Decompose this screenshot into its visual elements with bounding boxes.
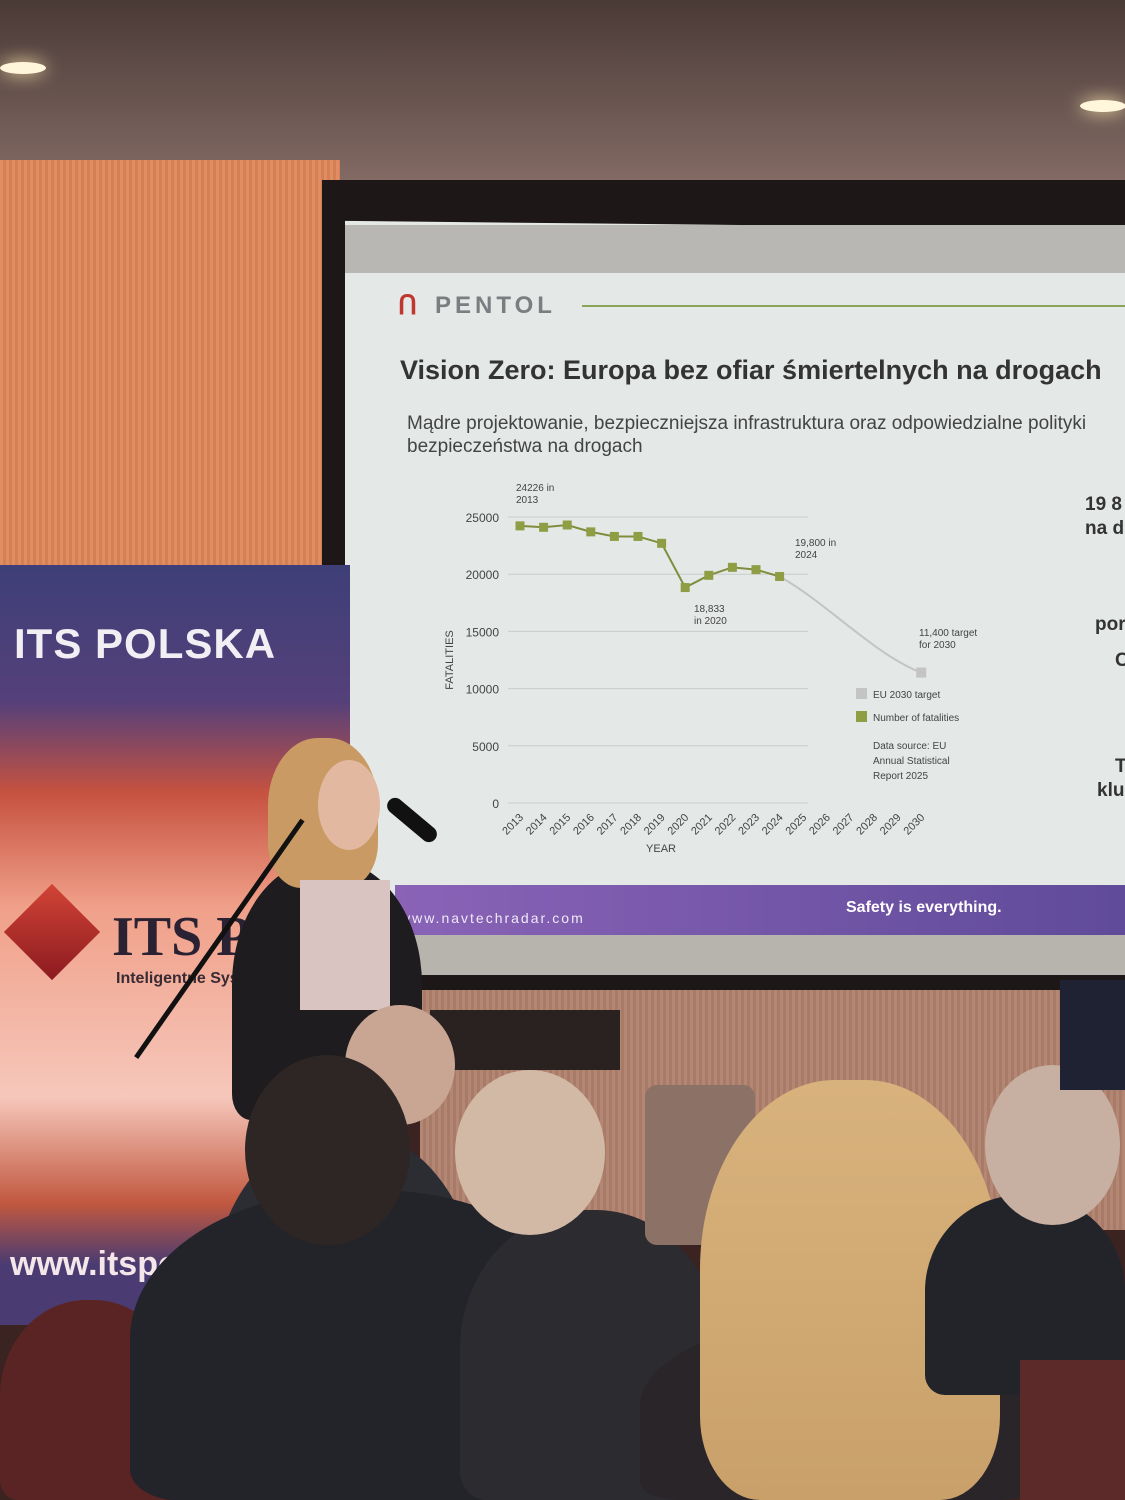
- side-line: 19 8: [1085, 494, 1122, 515]
- chair: [1020, 1360, 1125, 1500]
- x-tick-label: 2021: [689, 812, 715, 838]
- speaker-face: [318, 760, 380, 850]
- fatalities-point: [657, 538, 667, 548]
- fatalities-point: [704, 570, 714, 580]
- y-tick-label: 20000: [466, 568, 500, 582]
- fatalities-point: [751, 565, 761, 575]
- side-line: por: [1095, 614, 1125, 635]
- subtitle-line: bezpieczeństwa na drogach: [407, 436, 643, 457]
- banner-title: ITS POLSKA: [14, 620, 277, 667]
- footer-tagline: Safety is everything.: [846, 899, 1002, 916]
- fatalities-point: [539, 522, 549, 532]
- x-tick-label: 2025: [784, 812, 810, 838]
- side-line: T: [1115, 756, 1125, 777]
- ceiling-light: [1080, 100, 1125, 112]
- annotation-label: for 2030: [919, 640, 956, 651]
- fatalities-point: [633, 531, 643, 541]
- side-text: 19 8 na d por C T klu: [1085, 493, 1125, 803]
- x-tick-label: 2024: [760, 812, 786, 838]
- y-tick-label: 10000: [466, 683, 500, 697]
- footer-url: www.navtechradar.com: [400, 910, 585, 926]
- annotation-label: in 2020: [694, 616, 727, 627]
- annotation-label: 11,400 target: [919, 628, 977, 639]
- x-tick-label: 2028: [854, 812, 880, 838]
- side-line: na d: [1085, 518, 1125, 539]
- subtitle-line: Mądre projektowanie, bezpieczniejsza inf…: [407, 413, 1087, 434]
- speaker-blouse: [300, 880, 390, 1010]
- target-point: [916, 667, 927, 678]
- y-tick-label: 0: [492, 797, 499, 811]
- x-tick-label: 2027: [831, 812, 857, 838]
- audience-head: [985, 1065, 1120, 1225]
- annotation-label: 24226 in: [516, 483, 554, 494]
- legend-label: EU 2030 target: [873, 690, 940, 701]
- slide-title: Vision Zero: Europa bez ofiar śmiertelny…: [400, 355, 1102, 385]
- annotation-label: 18,833: [694, 604, 725, 615]
- audience-head: [245, 1055, 410, 1245]
- y-axis-label: FATALITIES: [444, 630, 456, 690]
- x-tick-label: 2013: [500, 812, 526, 838]
- x-tick-label: 2020: [666, 812, 692, 838]
- fatalities-point: [562, 520, 572, 530]
- legend-swatch: [856, 711, 867, 722]
- annotation-label: 2013: [516, 495, 539, 506]
- brand-name: PENTOL: [435, 292, 556, 319]
- x-tick-label: 2018: [618, 812, 644, 838]
- x-tick-label: 2026: [807, 812, 833, 838]
- legend-swatch: [856, 688, 867, 699]
- pentol-logo-icon: ᑎ: [398, 290, 418, 320]
- divider: [582, 305, 1125, 307]
- slide-subtitle: Mądre projektowanie, bezpieczniejsza inf…: [407, 412, 1125, 458]
- ceiling-light: [0, 62, 46, 74]
- y-tick-label: 5000: [472, 740, 499, 754]
- screen-bottom: [345, 935, 1125, 975]
- annotation-label: 2024: [795, 550, 818, 561]
- slide-footer: [395, 885, 1125, 935]
- audience-member: [1060, 980, 1125, 1090]
- y-tick-label: 25000: [466, 511, 500, 525]
- slide-top-band: [345, 225, 1125, 273]
- x-tick-label: 2015: [548, 812, 574, 838]
- audience-head: [455, 1070, 605, 1235]
- data-source-text: Annual Statistical: [873, 756, 950, 767]
- target-line: [779, 575, 922, 674]
- legend-label: Number of fatalities: [873, 713, 959, 724]
- fatalities-point: [609, 531, 619, 541]
- curtain-wall: [0, 160, 340, 580]
- x-tick-label: 2019: [642, 812, 668, 838]
- x-tick-label: 2029: [878, 812, 904, 838]
- fatalities-point: [515, 521, 525, 531]
- fatalities-point: [680, 583, 690, 593]
- lectern: [430, 1010, 620, 1070]
- fatalities-line: [519, 523, 780, 589]
- fatalities-point: [727, 562, 737, 572]
- y-tick-label: 15000: [466, 625, 500, 639]
- data-source-text: Report 2025: [873, 771, 928, 782]
- side-line: klu: [1097, 780, 1125, 801]
- fatalities-point: [775, 571, 785, 581]
- side-line: C: [1115, 650, 1125, 671]
- x-tick-label: 2017: [595, 812, 621, 838]
- x-tick-label: 2022: [713, 812, 739, 838]
- x-tick-label: 2016: [571, 812, 597, 838]
- x-tick-label: 2023: [736, 812, 762, 838]
- x-tick-label: 2014: [524, 812, 550, 838]
- x-tick-label: 2030: [902, 812, 928, 838]
- x-axis-label: YEAR: [646, 843, 676, 855]
- data-source-text: Data source: EU: [873, 741, 946, 752]
- fatalities-point: [586, 527, 596, 537]
- annotation-label: 19,800 in: [795, 538, 836, 549]
